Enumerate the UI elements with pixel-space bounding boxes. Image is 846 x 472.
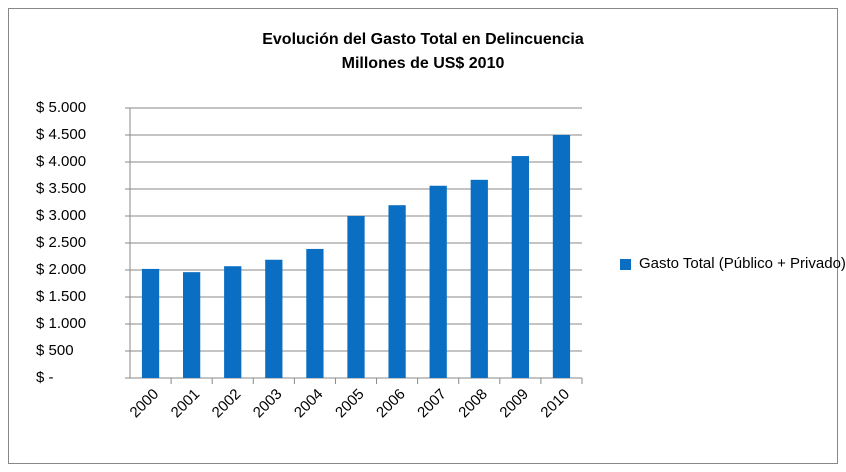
x-tick-label: 2010 [537, 386, 573, 422]
legend: Gasto Total (Público + Privado) [620, 253, 846, 275]
x-tick-label: 2007 [414, 386, 450, 422]
x-tick-label: 2008 [455, 386, 491, 422]
bar [183, 272, 201, 378]
legend-label: Gasto Total (Público + Privado) [639, 255, 846, 272]
y-tick-label: $ 2.000 [36, 261, 86, 278]
bar [388, 205, 406, 378]
y-tick-label: $ 500 [36, 342, 74, 359]
y-tick-label: $ 1.000 [36, 315, 86, 332]
y-tick-label: $ 2.500 [36, 234, 86, 251]
chart-border [8, 8, 838, 464]
x-tick-label: 2009 [496, 386, 532, 422]
chart-subtitle: Millones de US$ 2010 [342, 55, 505, 72]
x-tick-label: 2002 [209, 386, 245, 422]
bar [265, 259, 283, 378]
x-tick-label: 2003 [250, 386, 286, 422]
bar [141, 268, 160, 378]
bar [511, 156, 529, 378]
y-tick-label: $ 3.500 [36, 180, 86, 197]
y-tick-label: $ 4.500 [36, 126, 86, 143]
y-tick-label: $ - [36, 369, 54, 386]
y-tick-label: $ 5.000 [36, 99, 86, 116]
x-tick-label: 2005 [332, 386, 368, 422]
x-tick-label: 2006 [373, 386, 409, 422]
bar [224, 266, 242, 378]
x-tick-label: 2001 [168, 386, 204, 422]
x-tick-label: 2004 [291, 386, 327, 422]
y-tick-label: $ 4.000 [36, 153, 86, 170]
chart-title: Evolución del Gasto Total en Delincuenci… [262, 31, 584, 48]
bar [429, 185, 447, 378]
bar [470, 179, 488, 378]
bar [552, 135, 571, 378]
y-tick-label: $ 1.500 [36, 288, 86, 305]
legend-swatch [620, 259, 631, 270]
x-tick-label: 2000 [127, 386, 163, 422]
bar [306, 248, 324, 378]
bar [347, 216, 365, 378]
y-tick-label: $ 3.000 [36, 207, 86, 224]
